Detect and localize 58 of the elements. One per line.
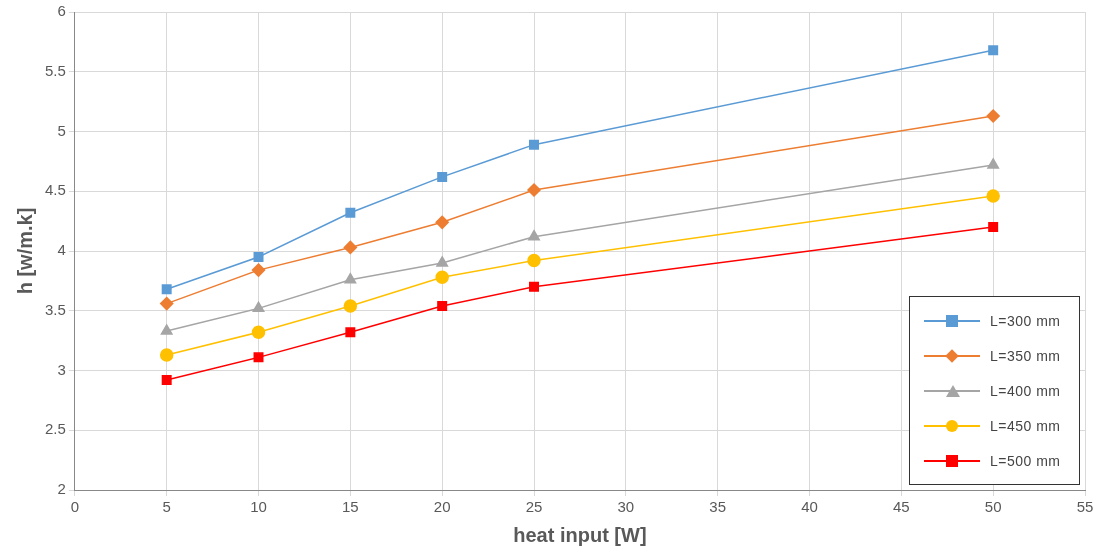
y-tick-label: 5 — [57, 121, 66, 139]
point — [159, 348, 174, 362]
x-tick-label: 15 — [342, 498, 359, 516]
y-tick-label: 3.5 — [44, 300, 66, 318]
x-tick-label: 40 — [801, 498, 818, 516]
point — [986, 189, 1000, 203]
point — [987, 158, 1000, 169]
point — [435, 215, 449, 230]
x-tick-label: 55 — [1076, 498, 1094, 516]
point — [437, 300, 448, 311]
point — [986, 109, 1000, 123]
y-tick-label: 5.5 — [44, 61, 66, 79]
y-tick-label: 4 — [57, 241, 66, 259]
x-tick-label: 35 — [709, 498, 727, 516]
x-tick-label: 30 — [617, 498, 635, 516]
point — [527, 253, 541, 268]
x-tick-label: 5 — [162, 498, 171, 516]
point — [344, 272, 357, 284]
y-tick-label: 2.5 — [44, 420, 66, 438]
point — [345, 207, 356, 218]
x-tick-label: 0 — [70, 498, 80, 516]
x-tick-label: 50 — [984, 498, 1002, 516]
point — [436, 256, 449, 267]
x-tick-label: 25 — [525, 498, 543, 516]
point — [251, 263, 266, 277]
point — [343, 240, 358, 255]
legend-label: L=350 mm — [990, 347, 1061, 364]
y-tick-label: 4.5 — [44, 181, 66, 199]
point — [435, 270, 449, 285]
point — [161, 375, 172, 386]
point — [343, 299, 358, 313]
y-tick-label: 2 — [57, 480, 66, 498]
legend-label: L=300 mm — [990, 312, 1061, 329]
y-tick-label: 3 — [57, 360, 66, 378]
point — [161, 284, 172, 295]
x-tick-label: 20 — [433, 498, 451, 516]
point — [159, 296, 174, 311]
point — [437, 171, 448, 182]
point — [345, 327, 356, 338]
x-tick-label: 10 — [250, 498, 267, 516]
point — [253, 352, 264, 363]
point — [527, 183, 541, 197]
point — [529, 139, 539, 150]
point — [988, 45, 999, 56]
point — [528, 229, 540, 241]
legend-label: L=500 mm — [990, 452, 1061, 469]
point — [988, 222, 999, 233]
point — [251, 325, 266, 340]
point — [160, 324, 173, 335]
x-axis-title: heat input [W] — [513, 523, 647, 546]
x-tick-label: 45 — [892, 498, 910, 516]
y-tick-label: 6 — [57, 2, 66, 20]
legend-label: L=400 mm — [990, 382, 1061, 399]
point — [529, 281, 539, 292]
point — [253, 251, 264, 262]
point — [252, 301, 265, 313]
y-axis-title: h [w/m.k] — [13, 207, 36, 295]
legend-label: L=450 mm — [990, 417, 1061, 434]
